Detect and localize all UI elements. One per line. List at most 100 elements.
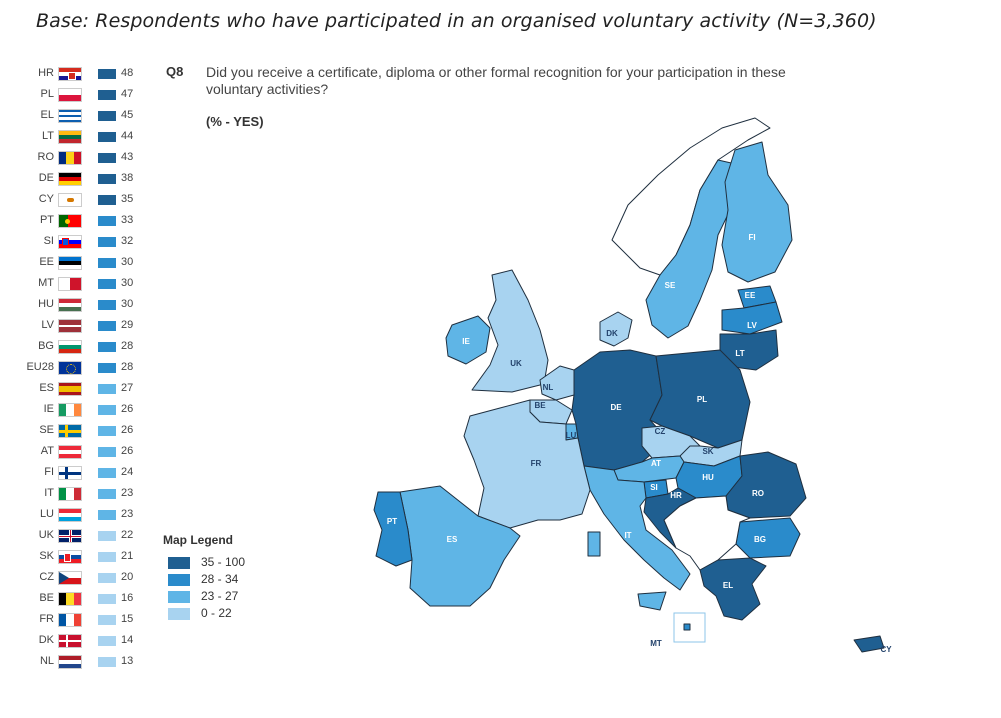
legend-swatch xyxy=(168,574,190,586)
map-label-es: ES xyxy=(447,535,458,544)
value-color-swatch xyxy=(98,111,116,121)
map-region-bg xyxy=(735,517,801,559)
country-row-es: ES 27 xyxy=(14,381,154,397)
country-row-si: SI 32 xyxy=(14,234,154,250)
country-value: 32 xyxy=(121,235,134,247)
country-code: EU28 xyxy=(26,361,54,373)
flag-hu-icon xyxy=(58,298,82,312)
country-code: AT xyxy=(40,445,54,457)
country-value: 13 xyxy=(121,655,134,667)
country-code: NL xyxy=(39,655,54,667)
country-row-nl: NL 13 xyxy=(14,654,154,670)
map-label-nl: NL xyxy=(543,383,554,392)
flag-el-icon xyxy=(58,109,82,123)
value-color-swatch xyxy=(98,573,116,583)
country-value: 29 xyxy=(121,319,134,331)
flag-ee-icon xyxy=(58,256,82,270)
map-label-ee: EE xyxy=(745,291,756,300)
country-value: 30 xyxy=(121,277,134,289)
flag-fi-icon xyxy=(58,466,82,480)
map-region-uk xyxy=(471,269,549,393)
value-color-swatch xyxy=(98,426,116,436)
country-code: HU xyxy=(38,298,54,310)
country-value: 20 xyxy=(121,571,134,583)
country-value: 21 xyxy=(121,550,134,562)
country-row-it: IT 23 xyxy=(14,486,154,502)
country-code: SI xyxy=(43,235,54,247)
country-code: UK xyxy=(38,529,54,541)
country-code: CY xyxy=(38,193,54,205)
country-row-pl: PL 47 xyxy=(14,87,154,103)
flag-sk-icon xyxy=(58,550,82,564)
value-color-swatch xyxy=(98,447,116,457)
country-row-se: SE 26 xyxy=(14,423,154,439)
flag-ie-icon xyxy=(58,403,82,417)
country-code: IT xyxy=(44,487,54,499)
country-value: 47 xyxy=(121,88,134,100)
country-code: IE xyxy=(43,403,54,415)
map-label-uk: UK xyxy=(510,359,522,368)
value-color-swatch xyxy=(98,468,116,478)
map-label-se: SE xyxy=(665,281,676,290)
country-row-cz: CZ 20 xyxy=(14,570,154,586)
question-text: Did you receive a certificate, diploma o… xyxy=(206,64,786,97)
map-region-se xyxy=(645,159,741,339)
flag-de-icon xyxy=(58,172,82,186)
base-note: Base: Respondents who have participated … xyxy=(36,10,877,32)
country-code: LV xyxy=(41,319,54,331)
country-value: 48 xyxy=(121,67,134,79)
value-color-swatch xyxy=(98,636,116,646)
value-color-swatch xyxy=(98,405,116,415)
country-value: 44 xyxy=(121,130,134,142)
flag-cz-icon xyxy=(58,571,82,585)
country-row-lt: LT 44 xyxy=(14,129,154,145)
map-label-hu: HU xyxy=(702,473,714,482)
country-value: 43 xyxy=(121,151,134,163)
value-color-swatch xyxy=(98,69,116,79)
map-legend-title: Map Legend xyxy=(163,533,234,547)
value-color-swatch xyxy=(98,174,116,184)
country-row-at: AT 26 xyxy=(14,444,154,460)
map-region-mt xyxy=(683,623,691,631)
value-color-swatch xyxy=(98,237,116,247)
value-color-swatch xyxy=(98,552,116,562)
flag-pt-icon xyxy=(58,214,82,228)
value-color-swatch xyxy=(98,279,116,289)
country-value: 15 xyxy=(121,613,134,625)
country-value: 24 xyxy=(121,466,134,478)
map-label-pt: PT xyxy=(387,517,397,526)
value-color-swatch xyxy=(98,594,116,604)
map-label-ro: RO xyxy=(752,489,764,498)
map-label-si: SI xyxy=(650,483,658,492)
map-label-ie: IE xyxy=(462,337,470,346)
flag-si-icon xyxy=(58,235,82,249)
country-code: EE xyxy=(39,256,54,268)
flag-lu-icon xyxy=(58,508,82,522)
map-label-lv: LV xyxy=(747,321,757,330)
map-label-be: BE xyxy=(534,401,546,410)
map-label-lt: LT xyxy=(735,349,744,358)
country-value: 14 xyxy=(121,634,134,646)
map-label-de: DE xyxy=(610,403,622,412)
value-color-swatch xyxy=(98,258,116,268)
flag-nl-icon xyxy=(58,655,82,669)
country-value: 33 xyxy=(121,214,134,226)
map-region-ie xyxy=(445,315,491,365)
map-region-it xyxy=(583,465,691,591)
value-color-swatch xyxy=(98,153,116,163)
country-code: ES xyxy=(39,382,54,394)
value-color-swatch xyxy=(98,384,116,394)
country-row-be: BE 16 xyxy=(14,591,154,607)
country-row-ie: IE 26 xyxy=(14,402,154,418)
country-code: PT xyxy=(39,214,54,226)
map-label-el: EL xyxy=(723,581,733,590)
legend-swatch xyxy=(168,591,190,603)
country-code: DK xyxy=(38,634,54,646)
map-region-it-sardinia xyxy=(587,531,601,557)
flag-bg-icon xyxy=(58,340,82,354)
country-row-dk: DK 14 xyxy=(14,633,154,649)
country-code: PL xyxy=(40,88,54,100)
legend-swatch xyxy=(168,608,190,620)
value-color-swatch xyxy=(98,531,116,541)
value-color-swatch xyxy=(98,90,116,100)
